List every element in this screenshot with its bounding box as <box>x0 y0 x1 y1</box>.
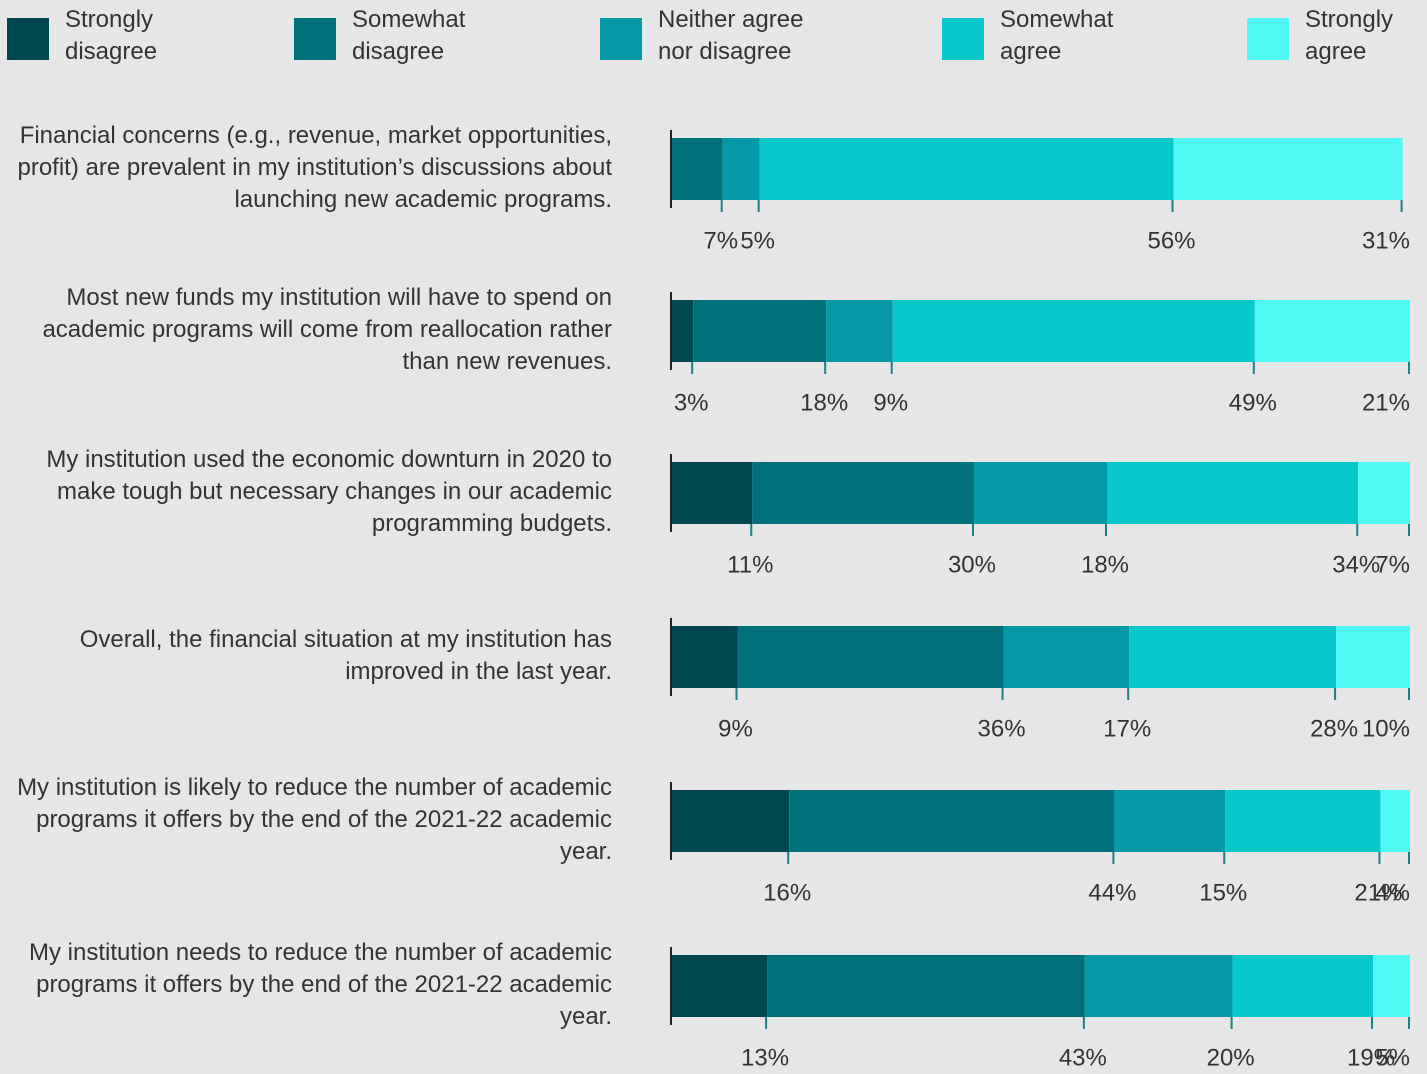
bar-segment <box>1373 955 1410 1017</box>
bar-segment <box>1107 462 1359 524</box>
legend-label: Strongly disagree <box>65 6 157 65</box>
value-label: 18% <box>800 389 848 416</box>
legend-swatch <box>7 18 49 60</box>
value-label: 16% <box>763 879 811 906</box>
bar-segment <box>826 300 893 362</box>
legend-label: Somewhat disagree <box>352 6 466 65</box>
bar-segment <box>1114 790 1226 852</box>
bar-segment <box>1336 626 1410 688</box>
bar-segment <box>671 300 694 362</box>
value-label: 18% <box>1081 551 1129 578</box>
value-label: 49% <box>1229 389 1277 416</box>
bar-segment <box>1254 300 1410 362</box>
bar-segment <box>671 626 738 688</box>
value-label: 15% <box>1199 879 1247 906</box>
value-label: 21% <box>1362 389 1410 416</box>
category-label: Most new funds my institution will have … <box>42 284 612 375</box>
legend-label: Neither agree nor disagree <box>658 6 803 65</box>
legend-label: Somewhat agree <box>1000 6 1114 65</box>
bar-segment <box>1173 138 1403 200</box>
value-label: 20% <box>1207 1044 1255 1071</box>
category-label: Overall, the financial situation at my i… <box>80 626 612 685</box>
category-label: My institution is likely to reduce the n… <box>17 774 612 865</box>
bar-segment <box>671 462 753 524</box>
category-label: My institution used the economic downtur… <box>46 446 612 537</box>
legend-swatch <box>942 18 984 60</box>
bar-segment <box>1232 955 1374 1017</box>
value-label: 30% <box>948 551 996 578</box>
value-label: 36% <box>978 715 1026 742</box>
value-label: 13% <box>741 1044 789 1071</box>
value-label: 34% <box>1332 551 1380 578</box>
value-label: 7% <box>1375 551 1410 578</box>
bar-segment <box>752 462 974 524</box>
value-label: 7% <box>703 227 738 254</box>
legend-label: Strongly agree <box>1305 6 1393 65</box>
bar-segment <box>1225 790 1381 852</box>
value-label: 5% <box>740 227 775 254</box>
legend-swatch <box>600 18 642 60</box>
bar-segment <box>693 300 827 362</box>
bar-segment <box>973 462 1108 524</box>
bar-segment <box>767 955 1085 1017</box>
value-label: 9% <box>873 389 908 416</box>
value-label: 43% <box>1059 1044 1107 1071</box>
bar-segment <box>737 626 1004 688</box>
value-label: 56% <box>1147 227 1195 254</box>
value-label: 4% <box>1375 879 1410 906</box>
bar-segment <box>1380 790 1410 852</box>
value-label: 17% <box>1103 715 1151 742</box>
value-label: 44% <box>1088 879 1136 906</box>
bar-segment <box>759 138 1174 200</box>
value-label: 31% <box>1362 227 1410 254</box>
bar-segment <box>671 790 790 852</box>
category-label: Financial concerns (e.g., revenue, marke… <box>17 122 612 213</box>
value-label: 11% <box>727 551 773 578</box>
bar-segment <box>671 955 768 1017</box>
bar-segment <box>722 138 760 200</box>
bar-segment <box>892 300 1255 362</box>
value-label: 10% <box>1362 715 1410 742</box>
value-label: 5% <box>1375 1044 1410 1071</box>
value-label: 28% <box>1310 715 1358 742</box>
bar-segment <box>671 138 723 200</box>
value-label: 3% <box>674 389 709 416</box>
value-label: 9% <box>718 715 753 742</box>
bar-segment <box>1084 955 1233 1017</box>
category-label: My institution needs to reduce the numbe… <box>29 939 612 1030</box>
legend-swatch <box>294 18 336 60</box>
bar-segment <box>1003 626 1130 688</box>
value-label: 21% <box>1354 879 1402 906</box>
legend-swatch <box>1247 18 1289 60</box>
value-label: 19% <box>1347 1044 1395 1071</box>
bar-segment <box>1129 626 1337 688</box>
bar-segment <box>1358 462 1410 524</box>
bar-segment <box>789 790 1115 852</box>
